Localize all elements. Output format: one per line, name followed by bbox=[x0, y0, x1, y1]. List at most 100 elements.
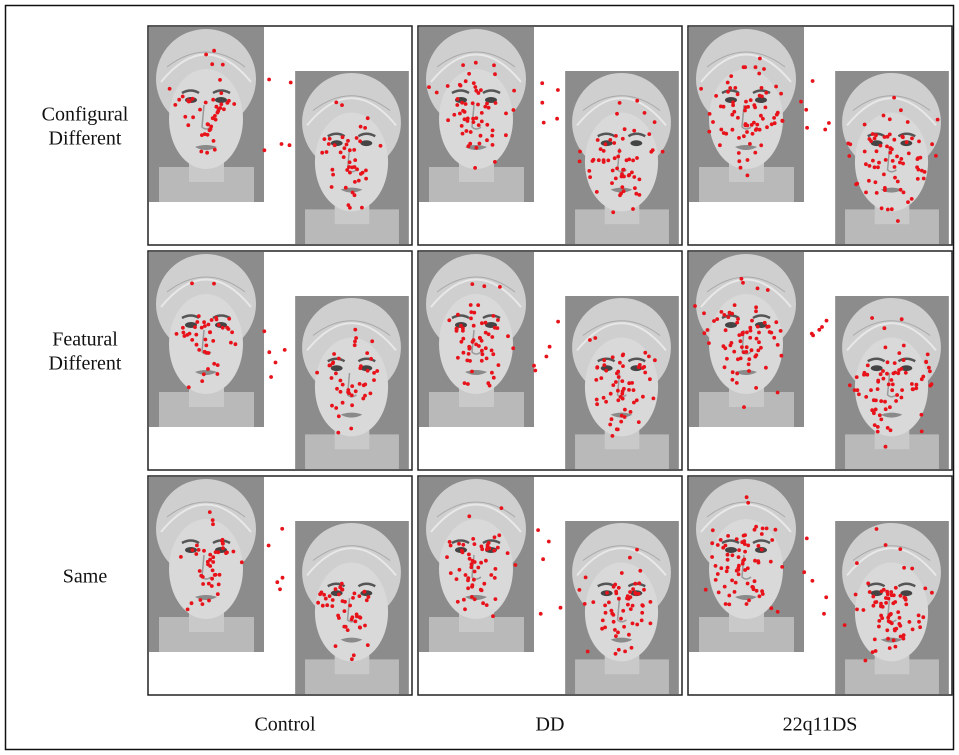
fixation-dot bbox=[751, 132, 755, 136]
fixation-dot bbox=[353, 592, 357, 596]
fixation-dot bbox=[484, 346, 488, 350]
fixation-dot bbox=[731, 128, 735, 132]
fixation-dot bbox=[774, 85, 778, 89]
fixation-dot bbox=[779, 92, 783, 96]
fixation-dot bbox=[776, 391, 780, 395]
fixation-dot bbox=[369, 392, 373, 396]
fixation-dot bbox=[920, 413, 924, 417]
fixation-dot bbox=[891, 601, 895, 605]
fixation-dot bbox=[752, 103, 756, 107]
fixation-dot bbox=[879, 602, 883, 606]
fixation-dot bbox=[743, 109, 747, 113]
fixation-dot bbox=[864, 191, 868, 195]
fixation-dot bbox=[647, 132, 651, 136]
fixation-dot bbox=[468, 359, 472, 363]
fixation-dot bbox=[608, 138, 612, 142]
fixation-dot bbox=[218, 78, 222, 82]
fixation-dot bbox=[616, 370, 620, 374]
fixation-dot bbox=[227, 317, 231, 321]
fixation-dot bbox=[212, 282, 216, 286]
fixation-dot bbox=[754, 305, 758, 309]
fixation-dot bbox=[910, 567, 914, 571]
fixation-dot bbox=[346, 628, 350, 632]
fixation-dot bbox=[879, 418, 883, 422]
fixation-dot bbox=[760, 86, 764, 90]
fixation-dot bbox=[745, 495, 749, 499]
face-image-right bbox=[835, 71, 949, 244]
fixation-dot bbox=[728, 311, 732, 315]
fixation-dot bbox=[188, 332, 192, 336]
fixation-dot bbox=[893, 165, 897, 169]
fixation-dot bbox=[895, 393, 899, 397]
fixation-dot bbox=[623, 408, 627, 412]
fixation-dot bbox=[379, 144, 383, 148]
fixation-dot bbox=[204, 53, 208, 57]
fixation-dot bbox=[896, 219, 900, 223]
fixation-dot bbox=[601, 619, 605, 623]
fixation-dot bbox=[755, 337, 759, 341]
fixation-dot bbox=[649, 150, 653, 154]
fixation-dot bbox=[476, 303, 480, 307]
fixation-dot bbox=[493, 576, 497, 580]
fixation-dot bbox=[648, 377, 652, 381]
fixation-dot bbox=[753, 151, 757, 155]
fixation-dot bbox=[888, 646, 892, 650]
fixation-dot bbox=[888, 620, 892, 624]
fixation-dot bbox=[875, 191, 879, 195]
fixation-dot bbox=[597, 158, 601, 162]
fixation-dot bbox=[616, 398, 620, 402]
fixation-dot bbox=[625, 597, 629, 601]
fixation-dot bbox=[278, 587, 282, 591]
fixation-dot bbox=[769, 606, 773, 610]
fixation-dot bbox=[217, 583, 221, 587]
fixation-dot bbox=[888, 133, 892, 137]
fixation-dot bbox=[739, 357, 743, 361]
fixation-dot bbox=[216, 372, 220, 376]
fixation-dot bbox=[722, 313, 726, 317]
fixation-dot bbox=[880, 616, 884, 620]
fixation-dot bbox=[708, 112, 712, 116]
fixation-dot bbox=[761, 527, 765, 531]
fixation-dot bbox=[726, 81, 730, 85]
fixation-dot bbox=[274, 361, 278, 365]
fixation-dot bbox=[643, 351, 647, 355]
fixation-dot bbox=[490, 134, 494, 138]
fixation-dot bbox=[496, 546, 500, 550]
fixation-dot bbox=[467, 72, 471, 76]
fixation-dot bbox=[460, 340, 464, 344]
fixation-dot bbox=[218, 573, 222, 577]
fixation-dot bbox=[318, 592, 322, 596]
fixation-dot bbox=[642, 365, 646, 369]
fixation-dot bbox=[613, 583, 617, 587]
fixation-dot bbox=[902, 633, 906, 637]
fixation-dot bbox=[613, 156, 617, 160]
fixation-dot bbox=[605, 591, 609, 595]
fixation-dot bbox=[756, 287, 760, 291]
fixation-dot bbox=[886, 208, 890, 212]
fixation-dot bbox=[206, 122, 210, 126]
fixation-dot bbox=[886, 360, 890, 364]
fixation-dot bbox=[263, 148, 267, 152]
fixation-dot bbox=[492, 63, 496, 67]
fixation-dot bbox=[876, 387, 880, 391]
fixation-dot bbox=[288, 143, 292, 147]
fixation-dot bbox=[869, 139, 873, 143]
fixation-dot bbox=[359, 172, 363, 176]
fixation-dot bbox=[211, 555, 215, 559]
fixation-dot bbox=[206, 560, 210, 564]
fixation-dot bbox=[595, 398, 599, 402]
fixation-dot bbox=[202, 549, 206, 553]
fixation-dot bbox=[209, 125, 213, 129]
fixation-dot bbox=[635, 156, 639, 160]
fixation-dot bbox=[893, 629, 897, 633]
fixation-dot bbox=[743, 542, 747, 546]
fixation-dot bbox=[448, 540, 452, 544]
fixation-dot bbox=[358, 366, 362, 370]
column-label: 22q11DS bbox=[783, 714, 858, 736]
fixation-dot bbox=[879, 399, 883, 403]
fixation-dot bbox=[493, 535, 497, 539]
fixation-dot bbox=[216, 363, 220, 367]
fixation-dot bbox=[923, 587, 927, 591]
fixation-dot bbox=[616, 631, 620, 635]
